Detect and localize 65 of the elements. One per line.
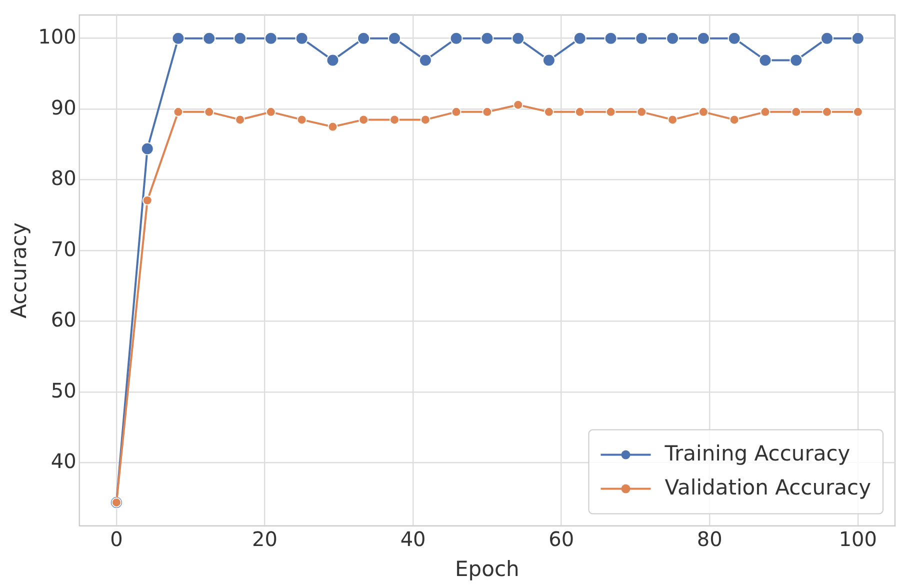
y-tick-label: 40 — [50, 449, 76, 474]
point — [264, 32, 278, 45]
point — [791, 106, 802, 117]
x-axis-title: Epoch — [455, 556, 520, 581]
point — [696, 32, 710, 45]
point — [513, 100, 524, 110]
point — [235, 114, 246, 125]
point — [202, 32, 216, 45]
point — [173, 106, 184, 117]
x-tick-label: 60 — [548, 527, 574, 552]
point — [668, 114, 678, 125]
point — [606, 106, 616, 117]
point — [822, 106, 832, 117]
point — [760, 106, 770, 117]
point — [851, 32, 864, 45]
x-tick-label: 80 — [696, 527, 722, 552]
point — [172, 32, 185, 45]
point — [544, 106, 554, 117]
point — [573, 32, 586, 45]
x-tick-label: 100 — [838, 527, 878, 552]
point — [820, 32, 834, 45]
x-tick-label: 0 — [110, 527, 123, 552]
y-axis-title: Accuracy — [7, 222, 32, 318]
point — [390, 114, 400, 125]
point — [542, 54, 556, 67]
point — [420, 114, 430, 125]
point — [234, 32, 247, 45]
point — [636, 106, 647, 117]
y-tick-label: 90 — [50, 95, 76, 120]
point — [729, 114, 740, 125]
point — [790, 54, 803, 67]
point — [635, 32, 648, 45]
point — [728, 32, 741, 45]
y-tick-label: 50 — [50, 378, 76, 402]
legend-label: Validation Accuracy — [664, 475, 872, 500]
point — [266, 106, 276, 117]
point — [482, 106, 492, 117]
y-tick-label: 80 — [50, 166, 76, 190]
point — [698, 106, 708, 117]
point — [450, 32, 463, 45]
point — [326, 54, 340, 67]
point — [418, 54, 432, 67]
y-tick-label: 100 — [38, 24, 76, 49]
legend-label: Training Accuracy — [664, 441, 850, 466]
y-tick-label: 60 — [50, 308, 76, 332]
point — [295, 32, 308, 45]
point — [852, 106, 863, 117]
point — [204, 106, 214, 117]
point — [140, 142, 154, 156]
point — [480, 32, 494, 45]
point — [512, 32, 525, 45]
point — [358, 114, 369, 125]
point — [451, 106, 462, 117]
x-tick-label: 40 — [400, 527, 426, 552]
point — [296, 114, 307, 125]
point — [328, 122, 338, 132]
y-tick-label: 70 — [50, 236, 76, 261]
point — [142, 195, 152, 206]
point — [604, 32, 618, 45]
x-tick-label: 20 — [252, 527, 278, 552]
point — [388, 32, 401, 45]
point — [357, 32, 370, 45]
point — [666, 32, 680, 45]
point — [574, 106, 585, 117]
point — [758, 54, 772, 67]
